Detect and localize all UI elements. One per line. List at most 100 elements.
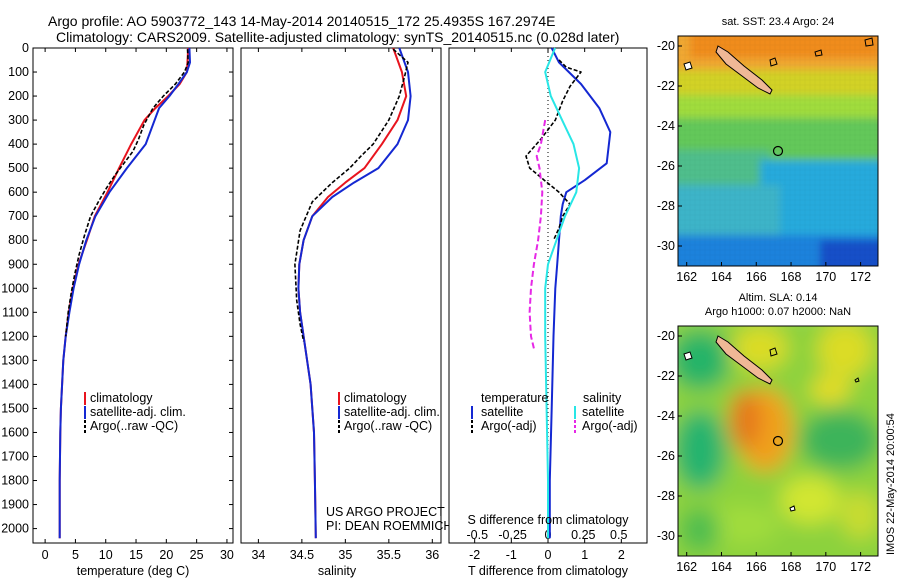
map-y-tick-label: -20: [657, 39, 675, 53]
map-y-tick-label: -22: [657, 79, 675, 93]
s-tick-label: -0.25: [498, 528, 527, 542]
map-x-tick-label: 172: [850, 270, 871, 284]
y-tick-label: 700: [8, 209, 29, 223]
s-tick-label: 0.5: [610, 528, 627, 542]
t-difference-label: T difference from climatology: [468, 564, 629, 578]
map-y-tick-label: -30: [657, 529, 675, 543]
pi-annotation: PI: DEAN ROEMMICH: [326, 519, 452, 533]
s-tick-label: -0.5: [467, 528, 489, 542]
map-y-tick-label: -30: [657, 239, 675, 253]
map-x-tick-label: 162: [676, 560, 697, 574]
series-line-argo-raw-qc-: [294, 48, 409, 342]
map-x-tick-label: 164: [711, 560, 732, 574]
credit-stamp: IMOS 22-May-2014 20:00:54: [885, 413, 897, 555]
legend-temperature-title: temperature: [481, 391, 548, 405]
y-tick-label: 800: [8, 233, 29, 247]
sla-map-axes: 162 164 166 168 170 172 -20 -22 -24 -26 -28 -30: [657, 329, 871, 574]
series-line-argo-raw-qc-: [64, 49, 189, 337]
map-x-tick-label: 170: [815, 560, 836, 574]
header-line1: Argo profile: AO 5903772_143 14-May-2014…: [48, 13, 556, 29]
temperature-x-label: temperature (deg C): [77, 564, 190, 578]
y-tick-label: 1400: [1, 377, 29, 391]
sla-map-frame: [677, 325, 879, 557]
sst-map-axes: 162 164 166 168 170 172 -20 -22 -24 -26 -28 -30: [657, 39, 871, 284]
map-y-tick-label: -24: [657, 409, 675, 423]
legend-s-argo-label: Argo(-adj): [582, 419, 638, 433]
x-tick-label: 34: [251, 548, 265, 562]
argo-location-marker-sla: [772, 435, 784, 447]
map-y-tick-label: -24: [657, 119, 675, 133]
salinity-panel: 34 34.5 35 35.5 36 climatology satellite-adj…: [240, 47, 452, 578]
sst-map: sat. SST: 23.4 Argo: 24: [657, 16, 879, 284]
x-tick-label: 10: [99, 548, 113, 562]
y-tick-label: 1100: [2, 305, 29, 319]
x-tick-label: 0: [42, 548, 49, 562]
x-tick-label: 20: [159, 548, 173, 562]
series-line-s-argo-adj-: [528, 119, 547, 349]
legend-t-satellite-label: satellite: [481, 405, 523, 419]
y-tick-label: 200: [8, 89, 29, 103]
y-tick-label: 0: [22, 41, 29, 55]
x-tick-label: 35: [338, 548, 352, 562]
salinity-axes: [240, 47, 442, 544]
y-tick-label: 500: [8, 161, 29, 175]
salinity-lines: [294, 47, 412, 539]
y-tick-label: 2000: [1, 522, 29, 536]
legend-climatology-label: climatology: [90, 391, 153, 405]
y-tick-label: 1700: [1, 449, 29, 463]
map-x-tick-label: 166: [746, 270, 767, 284]
x-tick-label: 34.5: [290, 548, 314, 562]
argo-location-marker: [772, 145, 784, 157]
series-line-t-argo-adj-: [525, 59, 582, 241]
map-x-tick-label: 162: [676, 270, 697, 284]
temperature-lines: [58, 47, 191, 539]
map-y-tick-label: -22: [657, 369, 675, 383]
y-tick-label: 1900: [1, 498, 29, 512]
x-tick-label: -1: [506, 548, 517, 562]
legend-satellite-label: satellite-adj. clim.: [344, 405, 440, 419]
map-y-tick-label: -26: [657, 159, 675, 173]
legend-s-satellite-label: satellite: [582, 405, 624, 419]
difference-lines: [525, 47, 612, 539]
legend-satellite-label: satellite-adj. clim.: [90, 405, 186, 419]
salinity-x-axis: 34 34.5 35 35.5 36: [251, 48, 439, 562]
x-tick-label: 30: [220, 548, 234, 562]
y-tick-label: 1300: [1, 353, 29, 367]
map-x-tick-label: 168: [781, 560, 802, 574]
sst-map-frame: [677, 35, 879, 267]
y-tick-label: 900: [8, 257, 29, 271]
y-tick-label: 1200: [1, 329, 29, 343]
y-tick-label: 300: [8, 113, 29, 127]
temperature-panel: 0100200300400500600700800900100011001200…: [1, 41, 647, 578]
map-x-tick-label: 170: [815, 270, 836, 284]
series-line-s-satellite: [544, 47, 581, 539]
salinity-x-label: salinity: [318, 564, 357, 578]
temperature-axes: [32, 47, 234, 544]
temperature-x-axis: 0 5 10 15 20 25 30: [42, 48, 234, 562]
map-y-tick-label: -28: [657, 199, 675, 213]
legend-argo-label: Argo(..raw -QC): [90, 419, 178, 433]
map-x-tick-label: 172: [850, 560, 871, 574]
x-tick-label: 1: [581, 548, 588, 562]
map-x-tick-label: 166: [746, 560, 767, 574]
legend-t-argo-label: Argo(-adj): [481, 419, 537, 433]
difference-legend: temperature satellite Argo(-adj) salinit…: [471, 391, 638, 433]
header-line2: Climatology: CARS2009. Satellite-adjuste…: [56, 29, 619, 45]
y-tick-label: 1800: [1, 474, 29, 488]
legend-argo-label: Argo(..raw -QC): [344, 419, 432, 433]
x-tick-label: 25: [190, 548, 204, 562]
x-tick-label: 36: [425, 548, 439, 562]
series-line-satellite-adj-clim-: [58, 47, 191, 539]
map-y-tick-label: -20: [657, 329, 675, 343]
sla-map-title-line2: Argo h1000: 0.07 h2000: NaN: [705, 306, 851, 318]
salinity-legend: climatology satellite-adj. clim. Argo(..…: [338, 391, 440, 433]
legend-climatology-label: climatology: [344, 391, 407, 405]
map-x-tick-label: 168: [781, 270, 802, 284]
map-y-tick-label: -26: [657, 449, 675, 463]
project-annotation: US ARGO PROJECT: [326, 505, 445, 519]
sla-map-title-line1: Altim. SLA: 0.14: [739, 292, 818, 304]
x-tick-label: 5: [72, 548, 79, 562]
sst-map-title: sat. SST: 23.4 Argo: 24: [722, 16, 835, 28]
y-tick-label: 400: [8, 137, 29, 151]
legend-salinity-title: salinity: [583, 391, 622, 405]
